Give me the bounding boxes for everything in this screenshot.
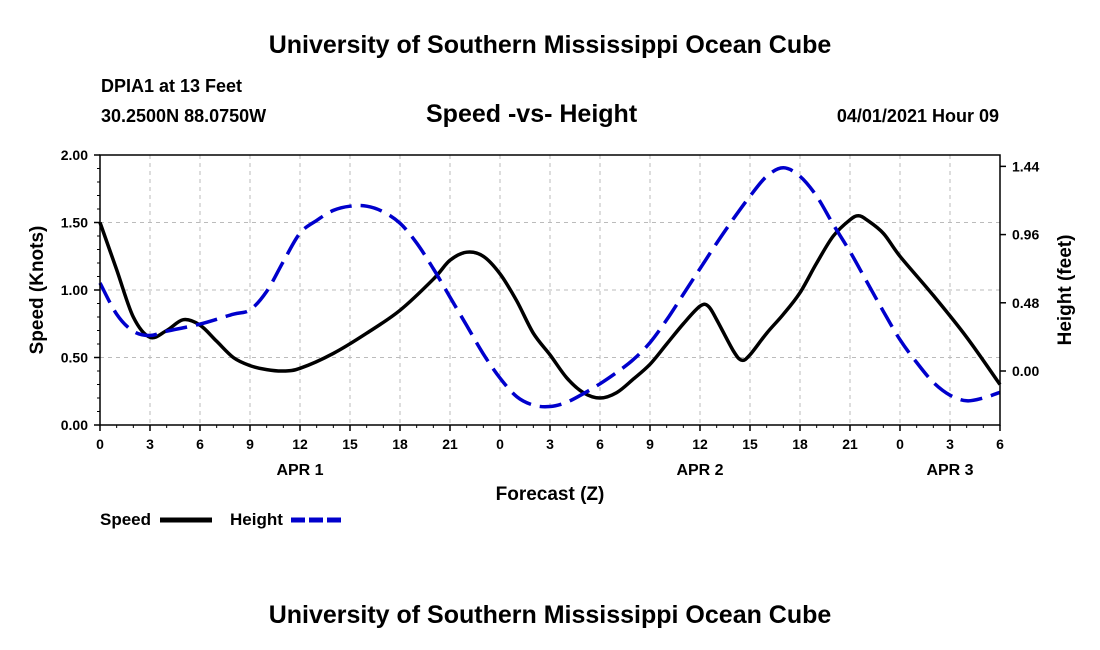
coordinates-label: 30.2500N 88.0750W <box>101 106 267 126</box>
date-label: APR 2 <box>676 462 723 479</box>
x-tick-label: 21 <box>442 436 458 452</box>
x-tick-label: 15 <box>342 436 358 452</box>
grid-lines <box>100 155 1000 425</box>
x-tick-label: 15 <box>742 436 758 452</box>
series-line-height <box>98 166 1001 409</box>
x-tick-label: 6 <box>596 436 604 452</box>
legend-label-height: Height <box>230 510 283 529</box>
y-left-tick-label: 0.00 <box>61 417 88 433</box>
x-tick-label: 21 <box>842 436 858 452</box>
x-tick-label: 0 <box>896 436 904 452</box>
forecast-datetime: 04/01/2021 Hour 09 <box>836 106 999 126</box>
x-tick-label: 18 <box>392 436 408 452</box>
x-tick-label: 3 <box>546 436 554 452</box>
series-lines <box>98 166 1002 409</box>
x-tick-label: 9 <box>246 436 254 452</box>
legend: Speed Height <box>100 510 343 529</box>
x-tick-label: 12 <box>292 436 308 452</box>
x-tick-label: 0 <box>496 436 504 452</box>
x-tick-label: 3 <box>946 436 954 452</box>
y-right-tick-label: 0.00 <box>1012 363 1039 379</box>
date-label: APR 3 <box>926 462 973 479</box>
y-left-tick-label: 1.00 <box>61 282 88 298</box>
x-tick-label: 3 <box>146 436 154 452</box>
station-label: DPIA1 at 13 Feet <box>101 76 243 96</box>
y-axis-label-left: Speed (Knots) <box>27 226 48 355</box>
y-left-tick-label: 2.00 <box>61 147 88 163</box>
x-tick-label: 12 <box>692 436 708 452</box>
y-right-tick-label: 0.48 <box>1012 295 1039 311</box>
date-label: APR 1 <box>276 462 323 479</box>
x-tick-label: 0 <box>96 436 104 452</box>
x-tick-label: 6 <box>196 436 204 452</box>
legend-label-speed: Speed <box>100 510 151 529</box>
axes: 0 3 6 9 12 15 18 21 0 3 6 9 12 15 18 21 0 3 6 APR 1 APR 2 APR… <box>61 147 1040 479</box>
x-tick-label: 6 <box>996 436 1004 452</box>
x-tick-label: 18 <box>792 436 808 452</box>
y-left-tick-label: 1.50 <box>61 215 88 231</box>
y-right-tick-label: 1.44 <box>1012 158 1039 174</box>
y-axis-label-right: Height (feet) <box>1055 235 1076 346</box>
x-tick-label: 9 <box>646 436 654 452</box>
bottom-title: University of Southern Mississippi Ocean… <box>268 601 832 629</box>
y-right-tick-label: 0.96 <box>1012 227 1039 243</box>
chart-subtitle: Speed -vs- Height <box>426 100 638 128</box>
x-axis-label: Forecast (Z) <box>496 484 605 505</box>
top-title: University of Southern Mississippi Ocean… <box>268 31 832 59</box>
y-left-tick-label: 0.50 <box>61 350 88 366</box>
